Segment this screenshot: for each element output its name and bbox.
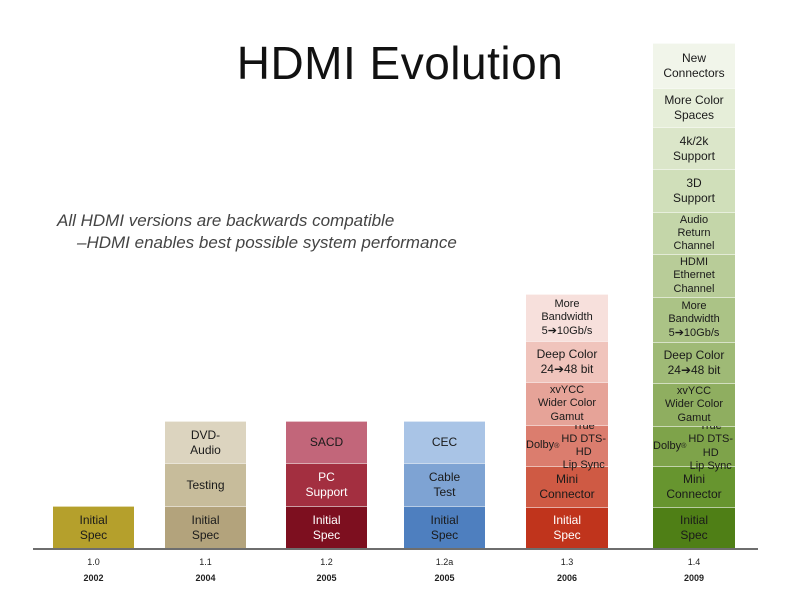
feature-block-1-1-3: DVD- Audio [165, 421, 246, 463]
feature-block-1-3-4: xvYCC Wider Color Gamut [526, 382, 608, 425]
year-label: 2002 [83, 573, 104, 583]
feature-block-1-2a-3: CEC [404, 421, 485, 463]
feature-block-1-2a-1: Initial Spec [404, 506, 485, 548]
feature-block-1-2-1: Initial Spec [286, 506, 367, 548]
year-label: 2005 [316, 573, 337, 583]
feature-block-1-4-3: Dolby ® True HD DTS-HD Lip Sync [653, 420, 735, 472]
feature-block-1-2-3: SACD [286, 421, 367, 463]
version-label: 1.2a [435, 557, 454, 567]
feature-block-1-4-1: Initial Spec [653, 507, 735, 548]
feature-block-1-4-5: Deep Color 24➔48 bit [653, 342, 735, 383]
feature-block-1-3-6: More Bandwidth 5➔10Gb/s [526, 294, 608, 341]
version-label: 1.2 [320, 557, 333, 567]
feature-block-1-3-1: Initial Spec [526, 507, 608, 548]
version-label: 1.3 [560, 557, 574, 567]
feature-block-1-0-1: Initial Spec [53, 506, 134, 548]
version-label: 1.0 [87, 557, 100, 567]
year-label: 2005 [434, 573, 455, 583]
year-label: 2006 [556, 573, 578, 583]
feature-block-1-3-3: Dolby ® True HD DTS-HD Lip Sync [526, 419, 608, 472]
feature-block-1-4-6: More Bandwidth 5➔10Gb/s [653, 297, 735, 342]
feature-block-1-2-2: PC Support [286, 463, 367, 506]
feature-block-1-2a-2: Cable Test [404, 463, 485, 506]
feature-block-1-1-1: Initial Spec [165, 506, 246, 548]
feature-block-1-4-4: xvYCC Wider Color Gamut [653, 383, 735, 426]
year-label: 2009 [683, 573, 705, 583]
feature-block-1-4-11: More Color Spaces [653, 88, 735, 127]
subtitle-line-2: –HDMI enables best possible system perfo… [77, 233, 457, 252]
page-title: HDMI Evolution [236, 37, 564, 89]
timeline-axis [33, 548, 758, 550]
version-label: 1.1 [199, 557, 212, 567]
feature-block-1-4-10: 4k/2k Support [653, 127, 735, 169]
feature-block-1-4-8: Audio Return Channel [653, 212, 735, 254]
feature-block-1-4-9: 3D Support [653, 169, 735, 212]
feature-block-1-4-2: Mini Connector [653, 466, 735, 507]
year-label: 2004 [195, 573, 216, 583]
subtitle-line-1: All HDMI versions are backwards compatib… [57, 211, 395, 230]
version-label: 1.4 [687, 557, 701, 567]
feature-block-1-3-2: Mini Connector [526, 466, 608, 507]
feature-block-1-4-7: HDMI Ethernet Channel [653, 254, 735, 297]
feature-block-1-3-5: Deep Color 24➔48 bit [526, 341, 608, 382]
feature-block-1-4-12: New Connectors [653, 43, 735, 88]
feature-block-1-1-2: Testing [165, 463, 246, 506]
